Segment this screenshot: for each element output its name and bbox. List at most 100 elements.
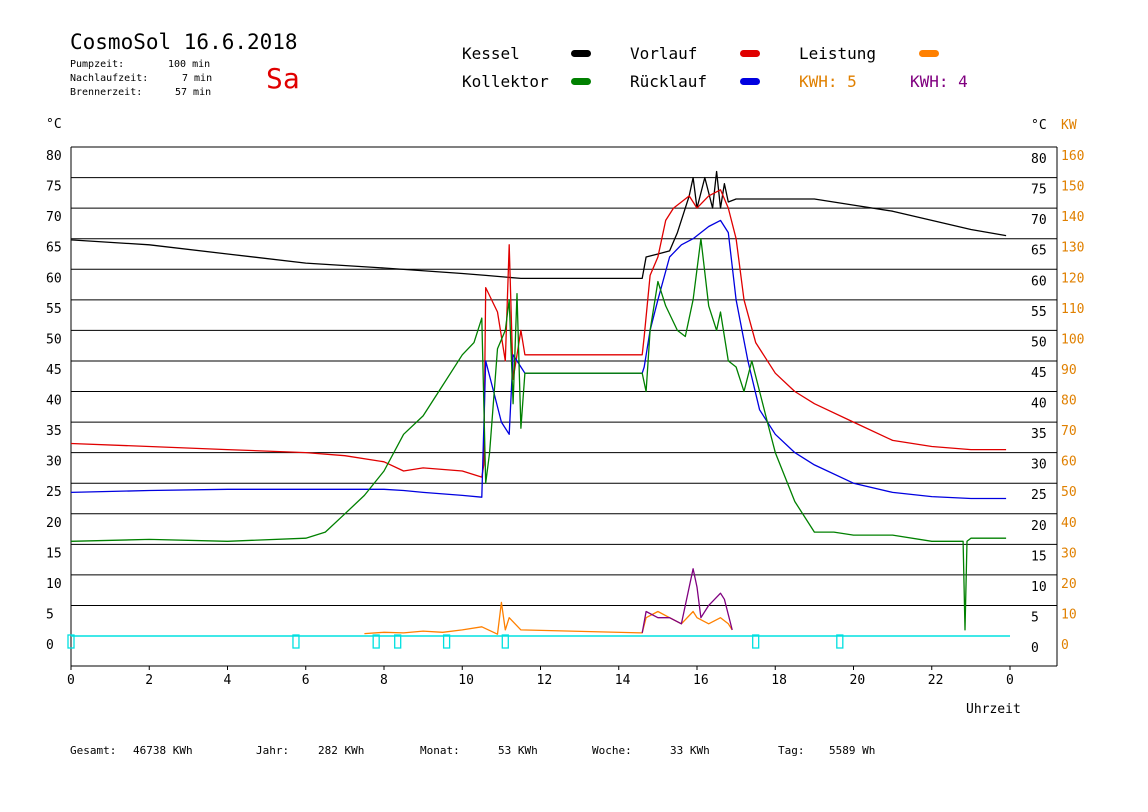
pump-marker [836, 634, 844, 649]
y-tick-label: 65 [46, 241, 62, 256]
legend-kessel-label: Kessel [462, 44, 520, 63]
y-tick-label: 10 [46, 577, 62, 592]
y-tick-label: 55 [46, 302, 62, 317]
y-right-tick-label: 10 [1031, 580, 1047, 595]
footer-jahr-value: 282 KWh [318, 744, 365, 757]
y-tick-label: 70 [46, 210, 62, 225]
legend-kwh2-label: KWH: 4 [910, 72, 968, 91]
footer-monat-label: Monat: [420, 744, 460, 757]
stat-value-brennerzeit: 57 min [175, 87, 212, 98]
y-right-tick-label: 0 [1031, 641, 1039, 656]
y-right-tick-label: 45 [1031, 366, 1047, 381]
footer-tag-label: Tag: [778, 744, 805, 757]
y-right-tick-label: 35 [1031, 427, 1047, 442]
footer-gesamt-label: Gesamt: [70, 744, 117, 757]
y2-tick-label: 140 [1061, 210, 1084, 225]
stat-label-pumpzeit: Pumpzeit: [70, 59, 125, 70]
legend-vorlauf-label: Vorlauf [630, 44, 698, 63]
y-tick-label: 75 [46, 180, 62, 195]
y-tick-label: 60 [46, 271, 62, 286]
x-tick-label: 8 [380, 673, 388, 688]
series-line-kwh2 [641, 568, 733, 634]
series-line-leistung [364, 601, 733, 635]
y-right-tick-label: 70 [1031, 213, 1047, 228]
footer-monat-value: 53 KWh [498, 744, 538, 757]
y-right-tick-label: 55 [1031, 305, 1047, 320]
y2-tick-label: 110 [1061, 302, 1084, 317]
y2-tick-label: 100 [1061, 332, 1084, 347]
y-tick-label: 20 [46, 516, 62, 531]
y-tick-label: 50 [46, 332, 62, 347]
y2-tick-label: 30 [1061, 546, 1077, 561]
y2-tick-label: 160 [1061, 149, 1084, 164]
right-axis-unit: °C [1031, 118, 1047, 133]
y-tick-label: 30 [46, 455, 62, 470]
x-tick-label: 2 [145, 673, 153, 688]
x-tick-label: 18 [771, 673, 787, 688]
y-right-tick-label: 80 [1031, 152, 1047, 167]
footer-woche-label: Woche: [592, 744, 632, 757]
y-tick-label: 80 [46, 149, 62, 164]
pump-marker [442, 634, 451, 649]
legend-ruecklauf-swatch [740, 78, 760, 85]
stat-label-brennerzeit: Brennerzeit: [70, 87, 143, 98]
y-right-tick-label: 40 [1031, 397, 1047, 412]
legend-kollektor-swatch [571, 78, 591, 85]
y2-tick-label: 50 [1061, 485, 1077, 500]
y-tick-label: 0 [46, 638, 54, 653]
x-tick-label: 14 [615, 673, 631, 688]
pump-marker [372, 634, 380, 649]
legend-ruecklauf-label: Rücklauf [630, 72, 708, 91]
y-right-tick-label: 65 [1031, 244, 1047, 259]
y2-tick-label: 90 [1061, 363, 1077, 378]
y-tick-label: 45 [46, 363, 62, 378]
pump-marker [501, 634, 509, 649]
series-line-ruecklauf [70, 219, 1007, 500]
footer-woche-value: 33 KWh [670, 744, 710, 757]
footer-tag-value: 5589 Wh [829, 744, 876, 757]
x-tick-label: 20 [850, 673, 866, 688]
y2-tick-label: 150 [1061, 180, 1084, 195]
y-tick-label: 15 [46, 546, 62, 561]
x-tick-label: 0 [67, 673, 75, 688]
x-tick-label: 10 [458, 673, 474, 688]
weekday-label: Sa [266, 62, 300, 95]
y2-tick-label: 10 [1061, 607, 1077, 622]
y2-tick-label: 20 [1061, 577, 1077, 592]
left-axis-unit: °C [46, 117, 62, 132]
x-tick-label: 16 [693, 673, 709, 688]
x-tick-label: 12 [537, 673, 553, 688]
pump-marker [292, 634, 300, 649]
y2-tick-label: 120 [1061, 271, 1084, 286]
x-tick-label: 4 [224, 673, 232, 688]
footer-gesamt-value: 46738 KWh [133, 744, 193, 757]
legend-kollektor-label: Kollektor [462, 72, 549, 91]
y-right-tick-label: 25 [1031, 488, 1047, 503]
right-axis-unit-kw: KW [1061, 118, 1077, 133]
series-line-kollektor [70, 238, 1007, 631]
y-right-tick-label: 60 [1031, 274, 1047, 289]
y2-tick-label: 0 [1061, 638, 1069, 653]
legend-vorlauf-swatch [740, 50, 760, 57]
x-axis-label: Uhrzeit [966, 702, 1021, 717]
y-tick-label: 5 [46, 607, 54, 622]
legend-kwh1-label: KWH: 5 [799, 72, 857, 91]
y-right-tick-label: 50 [1031, 335, 1047, 350]
series-line-vorlauf [70, 189, 1007, 478]
legend-leistung-swatch [919, 50, 939, 57]
y-right-tick-label: 75 [1031, 183, 1047, 198]
y2-tick-label: 80 [1061, 394, 1077, 409]
stat-label-nachlaufzeit: Nachlaufzeit: [70, 73, 149, 84]
y2-tick-label: 60 [1061, 455, 1077, 470]
y-right-tick-label: 15 [1031, 549, 1047, 564]
legend-leistung-label: Leistung [799, 44, 877, 63]
x-tick-label: 22 [928, 673, 944, 688]
footer-jahr-label: Jahr: [256, 744, 290, 757]
stat-value-pumpzeit: 100 min [168, 59, 211, 70]
y-tick-label: 40 [46, 394, 62, 409]
y-right-tick-label: 5 [1031, 610, 1039, 625]
y-right-tick-label: 30 [1031, 458, 1047, 473]
y-right-tick-label: 20 [1031, 519, 1047, 534]
pump-marker [67, 634, 75, 649]
